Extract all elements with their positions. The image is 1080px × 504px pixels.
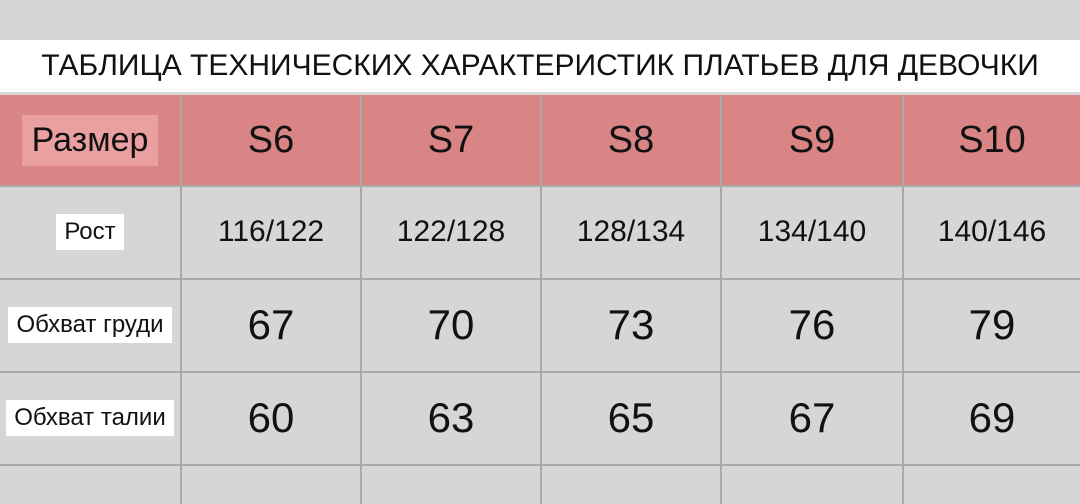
table-cell: 76 xyxy=(720,278,902,371)
cell-text: 63 xyxy=(427,393,475,441)
table-cell: S9 xyxy=(720,95,902,185)
cell-text: 60 xyxy=(247,393,295,441)
table-cell: S8 xyxy=(540,95,720,185)
table-cell: S7 xyxy=(360,95,540,185)
cell-text: 67 xyxy=(247,300,295,348)
cell-text: 69 xyxy=(968,393,1016,441)
table-cell xyxy=(902,464,1080,504)
cell-text: 122/128 xyxy=(396,214,506,248)
table-cell: 140/146 xyxy=(902,185,1080,278)
table-cell: 63 xyxy=(360,371,540,464)
row-label: Размер xyxy=(21,114,159,166)
cell-text: 79 xyxy=(968,300,1016,348)
table-row: Обхват талии 60 63 65 67 69 xyxy=(0,371,1080,466)
table-cell: 70 xyxy=(360,278,540,371)
table-cell: 60 xyxy=(180,371,360,464)
page: {"header":{"title":"ТАБЛИЦА ТЕХНИЧЕСКИХ … xyxy=(0,40,1080,504)
table-cell: Рост xyxy=(0,185,180,278)
table-cell: Обхват груди xyxy=(0,278,180,371)
cell-text: 65 xyxy=(607,393,655,441)
cell-text: 73 xyxy=(607,300,655,348)
table-cell xyxy=(180,464,360,504)
table-cell: 122/128 xyxy=(360,185,540,278)
row-label: Обхват груди xyxy=(8,306,172,343)
cell-text: 76 xyxy=(788,300,836,348)
table-cell: S6 xyxy=(180,95,360,185)
table-cell: 67 xyxy=(720,371,902,464)
table-row-tail xyxy=(0,464,1080,504)
cell-text: S6 xyxy=(247,118,295,161)
header-row: Размер S6 S7 S8 S9 S10 xyxy=(0,95,1080,187)
cell-text: 70 xyxy=(427,300,475,348)
table-cell: S10 xyxy=(902,95,1080,185)
table-row: Обхват груди 67 70 73 76 79 xyxy=(0,278,1080,373)
cell-text: 67 xyxy=(788,393,836,441)
table-cell: 73 xyxy=(540,278,720,371)
cell-text: 140/146 xyxy=(937,214,1047,248)
row-label: Обхват талии xyxy=(6,399,174,436)
cell-text: S7 xyxy=(427,118,475,161)
table-cell: 65 xyxy=(540,371,720,464)
cell-text: S10 xyxy=(958,118,1026,161)
table-cell xyxy=(720,464,902,504)
table-cell: 134/140 xyxy=(720,185,902,278)
cell-text: 116/122 xyxy=(217,214,325,248)
table-cell: 69 xyxy=(902,371,1080,464)
table-cell: 67 xyxy=(180,278,360,371)
table-cell: 116/122 xyxy=(180,185,360,278)
table-cell: Обхват талии xyxy=(0,371,180,464)
table-cell: 128/134 xyxy=(540,185,720,278)
table-title: ТАБЛИЦА ТЕХНИЧЕСКИХ ХАРАКТЕРИСТИК ПЛАТЬЕ… xyxy=(0,40,1080,92)
table: Размер S6 S7 S8 S9 S10 Рост 116/122 122/128 128/1… xyxy=(0,95,1080,504)
table-cell xyxy=(540,464,720,504)
row-label: Рост xyxy=(56,213,124,250)
cell-text: S8 xyxy=(607,118,655,161)
table-cell xyxy=(360,464,540,504)
cell-text: S9 xyxy=(788,118,836,161)
table-cell: Размер xyxy=(0,95,180,185)
table-cell: 79 xyxy=(902,278,1080,371)
table-row: Рост 116/122 122/128 128/134 134/140 140/146 xyxy=(0,185,1080,280)
cell-text: 128/134 xyxy=(576,214,686,248)
cell-text: 134/140 xyxy=(757,214,867,248)
